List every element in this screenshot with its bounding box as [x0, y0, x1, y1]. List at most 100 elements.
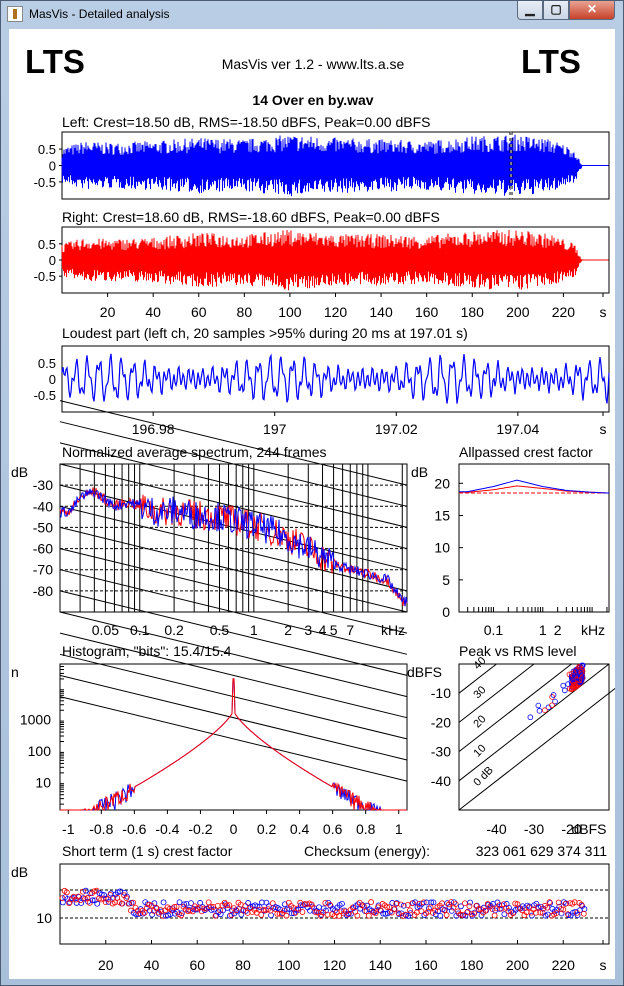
loudest-part-xtick: 197	[263, 421, 287, 437]
short-crest-title: Short term (1 s) crest factor	[62, 843, 233, 859]
histogram-xtick: -1	[62, 821, 75, 837]
histogram-xtick: -0.6	[122, 821, 146, 837]
loudest-part-xtick: 197.02	[375, 421, 418, 437]
short-crest-point-left	[78, 900, 85, 906]
peak-rms-diagonal	[458, 663, 610, 782]
loudest-part-ytick: 0.5	[38, 356, 56, 371]
right-waveform-xtick: 140	[369, 304, 393, 320]
short-crest-xtick: 140	[369, 957, 393, 973]
short-crest-point-left	[339, 900, 345, 907]
short-crest-xtick: 100	[277, 957, 301, 973]
maximize-button[interactable]: ▢	[543, 1, 569, 20]
short-crest-point-right	[402, 911, 409, 918]
short-crest-point-right	[157, 907, 164, 913]
short-crest-xtick: 60	[189, 957, 205, 973]
app-icon[interactable]	[7, 6, 23, 22]
histogram-xtick: -0.4	[155, 821, 179, 837]
close-button[interactable]: ✕	[569, 1, 615, 20]
short-crest-point-left	[284, 906, 290, 913]
short-crest-point-right	[189, 908, 196, 915]
app-version: MasVis ver 1.2 - www.lts.a.se	[222, 56, 405, 72]
short-crest-point-right	[544, 904, 551, 911]
short-crest-point-left	[82, 887, 89, 894]
short-crest-point-left	[423, 899, 430, 906]
logo-left: LTS	[25, 43, 85, 80]
histogram-xtick: 0.6	[323, 821, 343, 837]
short-crest-point-right	[365, 912, 372, 919]
short-crest-point-right	[443, 912, 450, 918]
spectrum-slope-line	[59, 484, 408, 571]
peak-rms-point	[570, 679, 576, 685]
short-crest-point-left	[563, 900, 570, 907]
short-crest-point-left	[160, 899, 167, 906]
short-crest-point-right	[475, 906, 482, 912]
peak-rms-point	[552, 698, 558, 705]
histogram-xtick: 0.4	[290, 821, 310, 837]
short-crest-point-right	[269, 900, 276, 907]
peak-rms-point	[562, 687, 568, 694]
spectrum-slope-line	[59, 505, 408, 592]
spectrum-slope-line	[59, 526, 408, 613]
checksum-label: Checksum (energy):	[304, 843, 430, 859]
short-crest-point-left	[59, 899, 66, 906]
short-crest-point-right	[482, 907, 489, 914]
short-crest-point-right	[368, 899, 375, 905]
short-crest-point-right	[228, 912, 235, 918]
short-crest-point-left	[176, 899, 183, 906]
loudest-part-signal	[61, 353, 610, 404]
short-crest-ylabel: dB	[11, 864, 28, 880]
short-crest-point-right	[361, 903, 368, 910]
short-crest-point-right	[491, 912, 498, 919]
short-crest-point-left	[558, 910, 565, 917]
histogram-ytick: 100	[28, 743, 52, 759]
short-crest-point-left	[547, 900, 554, 906]
short-crest-ytick: 10	[36, 910, 52, 926]
loudest-part-frame	[61, 345, 610, 413]
peak-rms-point	[542, 707, 548, 713]
logo-right: LTS	[521, 43, 581, 80]
allpassed-crest-ytick: 5	[442, 572, 450, 588]
short-crest-point-right	[173, 903, 180, 910]
right-waveform-xtick: 180	[461, 304, 485, 320]
peak-rms-point	[536, 708, 543, 714]
short-crest-point-left	[73, 900, 80, 906]
spectrum-xtick: 1	[250, 622, 258, 638]
short-crest-xtick: 180	[460, 957, 484, 973]
short-crest-point-right	[468, 911, 475, 918]
peak-rms-point	[527, 714, 534, 721]
spectrum-slope-line	[59, 463, 408, 550]
peak-rms-point	[569, 685, 576, 692]
spectrum-left-curve	[59, 488, 408, 607]
report-area: LTS LTS MasVis ver 1.2 - www.lts.a.se 14 Ov…	[9, 29, 624, 979]
spectrum-slope-line	[59, 590, 408, 676]
short-crest-point-right	[258, 912, 265, 918]
spectrum-ytick: -60	[33, 541, 53, 557]
short-crest-point-right	[526, 904, 532, 911]
left-waveform-ytick: 0	[49, 159, 56, 174]
short-crest-point-right	[539, 909, 546, 916]
histogram-xtick: -0.2	[188, 821, 212, 837]
right-waveform-ytick: -0.5	[34, 269, 56, 284]
spectrum-slope-line	[59, 674, 408, 761]
peak-rms-ytick: -30	[431, 744, 451, 760]
short-crest-point-right	[276, 910, 283, 917]
short-crest-point-right	[372, 910, 379, 917]
short-crest-point-left	[425, 905, 432, 912]
short-crest-point-left	[133, 911, 139, 918]
short-crest-point-left	[421, 912, 428, 918]
file-name: 14 Over en by.wav	[252, 92, 373, 108]
minimize-button[interactable]: ▁	[517, 1, 543, 20]
left-waveform-ytick: 0.5	[38, 142, 56, 157]
short-crest-point-left	[94, 900, 101, 907]
short-crest-point-right	[397, 901, 404, 908]
allpassed-crest-ylabel: dB	[411, 464, 428, 480]
loudest-part-ytick: 0	[49, 372, 56, 387]
short-crest-point-right	[171, 904, 178, 910]
short-crest-point-left	[181, 901, 188, 908]
close-icon: ✕	[586, 2, 598, 16]
title-bar[interactable]: MasVis - Detailed analysis ▁ ▢ ✕	[1, 1, 623, 29]
spectrum-ylabel: dB	[11, 464, 28, 480]
short-crest-point-right	[123, 895, 130, 902]
short-crest-point-left	[281, 901, 288, 908]
histogram-left-curve	[60, 678, 407, 812]
